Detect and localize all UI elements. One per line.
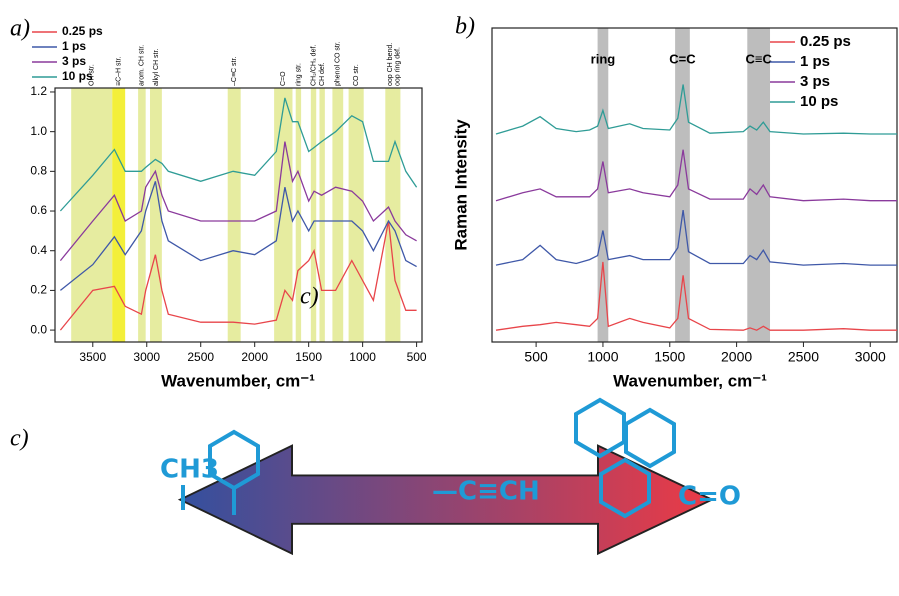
x-tick-label: 500 [407, 350, 427, 364]
legend-label: 10 ps [800, 93, 838, 110]
x-tick-label: 2000 [721, 349, 752, 365]
band-label: C=C [669, 51, 696, 66]
y-tick-label: 0.2 [30, 283, 47, 297]
band-label: oop CH bend. [387, 43, 394, 86]
plot-frame [492, 28, 897, 342]
x-tick-label: 1000 [349, 350, 376, 364]
band [395, 88, 400, 342]
legend-label: 1 ps [800, 53, 830, 70]
x-tick-label: 2500 [187, 350, 214, 364]
y-tick-label: 1.0 [30, 124, 47, 138]
legend-label: 0.25 ps [62, 24, 103, 38]
series-line [496, 210, 897, 265]
y-tick-label: 0.4 [30, 243, 47, 257]
legend-label: 3 ps [62, 54, 86, 68]
y-tick-label: 1.2 [30, 84, 47, 98]
x-tick-label: 1500 [295, 350, 322, 364]
legend-label: 3 ps [800, 73, 830, 90]
y-tick-label: 0.8 [30, 164, 47, 178]
x-tick-label: 3500 [79, 350, 106, 364]
band-label: C≡C [745, 51, 772, 66]
band [319, 88, 324, 342]
band-label: CH₂/CH₃ def. [310, 45, 317, 86]
band [71, 88, 112, 342]
band [228, 88, 241, 342]
arrow-label: pulse duration [343, 536, 550, 569]
series-line [496, 262, 897, 330]
band [274, 88, 292, 342]
band-label: oop ring def. [395, 47, 402, 86]
band [385, 88, 395, 342]
carbonyl: C=O [678, 482, 741, 512]
band [747, 28, 770, 342]
legend-label: 10 ps [62, 69, 93, 83]
x-tick-label: 1500 [654, 349, 685, 365]
band-label: ring [591, 51, 616, 66]
band-label: CO str. [353, 64, 360, 86]
x-tick-label: 3000 [855, 349, 886, 365]
panel-title: a) [10, 16, 30, 42]
x-tick-label: 3000 [133, 350, 160, 364]
band-label: CH def. [319, 62, 326, 86]
band-label: arom. CH str. [139, 45, 146, 86]
band-label: phenol CO str. [335, 41, 342, 86]
band-label: ring str. [295, 63, 302, 86]
band-label: C=O [280, 71, 287, 86]
series-line [496, 150, 897, 201]
x-axis-label: Wavenumber, cm⁻¹ [613, 371, 767, 390]
band-label: –C≡C str. [231, 57, 238, 86]
panel-label: c) [10, 426, 29, 452]
legend-label: 1 ps [62, 39, 86, 53]
x-tick-label: 2500 [788, 349, 819, 365]
y-tick-label: 0.6 [30, 203, 47, 217]
x-tick-label: 2000 [241, 350, 268, 364]
y-tick-label: 0.0 [30, 322, 47, 336]
y-axis-label: Raman Intensity [451, 119, 470, 251]
x-tick-label: 500 [524, 349, 548, 365]
figure: c) pulse duration CH3 —C≡CH C=O OH str.≡… [0, 0, 899, 596]
band-label: alkyl CH str. [153, 49, 160, 86]
band [150, 88, 162, 342]
band [349, 88, 364, 342]
panel-title: b) [455, 14, 475, 40]
ring [626, 410, 674, 466]
legend-label: 0.25 ps [800, 33, 851, 50]
alkyne: —C≡CH [432, 477, 540, 507]
x-tick-label: 1000 [587, 349, 618, 365]
x-axis-label: Wavenumber, cm⁻¹ [161, 371, 315, 390]
annotation: c) [300, 284, 319, 310]
band-label: ≡C–H str. [116, 57, 123, 86]
